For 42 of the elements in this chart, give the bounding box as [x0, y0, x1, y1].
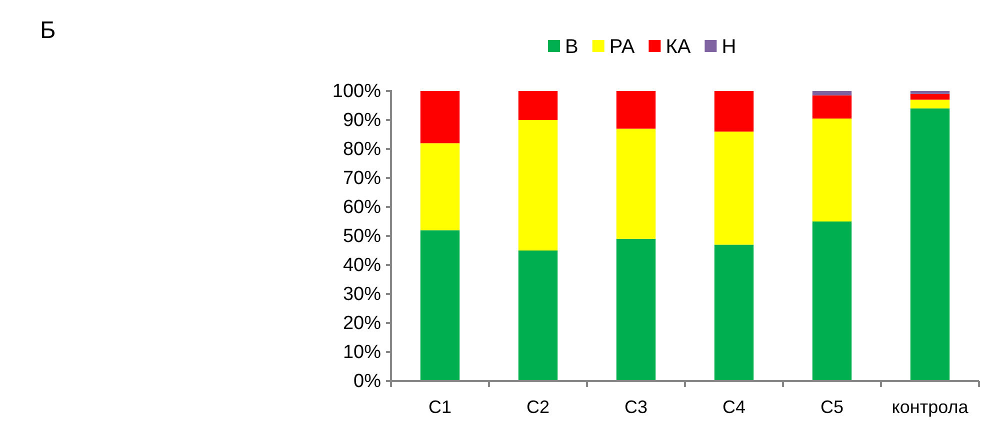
bar: [714, 132, 754, 245]
y-tick-label: 90%: [342, 110, 382, 132]
y-tick-label: 60%: [342, 197, 382, 218]
bar: [910, 94, 950, 100]
bar: [518, 91, 558, 120]
bar: [420, 230, 460, 381]
bar: [812, 222, 852, 381]
y-tick-label: 30%: [342, 284, 382, 306]
bar: [518, 120, 558, 250]
x-tick-label: C3: [624, 396, 648, 417]
x-tick-label: контрола: [892, 396, 970, 417]
y-tick-label: 100%: [332, 81, 382, 102]
bar: [910, 108, 950, 381]
bar: [616, 91, 656, 129]
bar: [714, 91, 754, 132]
y-tick-label: 0%: [354, 371, 382, 392]
bar: [714, 244, 754, 381]
bar: [420, 143, 460, 230]
bar: [616, 238, 656, 381]
x-tick-label: C5: [820, 396, 844, 417]
bar: [910, 100, 950, 108]
y-tick-label: 50%: [342, 226, 382, 248]
y-tick-label: 70%: [342, 168, 382, 190]
bar: [812, 95, 852, 119]
bar: [812, 118, 852, 222]
x-tick-label: C4: [722, 396, 746, 417]
bar: [518, 250, 558, 381]
legend-label: В: [565, 36, 578, 58]
y-tick-label: 10%: [342, 342, 382, 364]
bar: [616, 128, 656, 239]
y-tick-label: 20%: [342, 313, 382, 334]
bar: [812, 91, 852, 96]
bar: [420, 91, 460, 144]
y-tick-label: 80%: [342, 139, 382, 160]
x-tick-label: C2: [526, 396, 550, 417]
text: Б: [40, 17, 56, 44]
x-tick-label: C1: [428, 396, 452, 417]
legend-label: КА: [666, 36, 692, 58]
legend-label: РА: [609, 36, 636, 58]
bar: [910, 91, 950, 94]
y-tick-label: 40%: [342, 255, 382, 276]
legend-label: Н: [722, 36, 736, 58]
